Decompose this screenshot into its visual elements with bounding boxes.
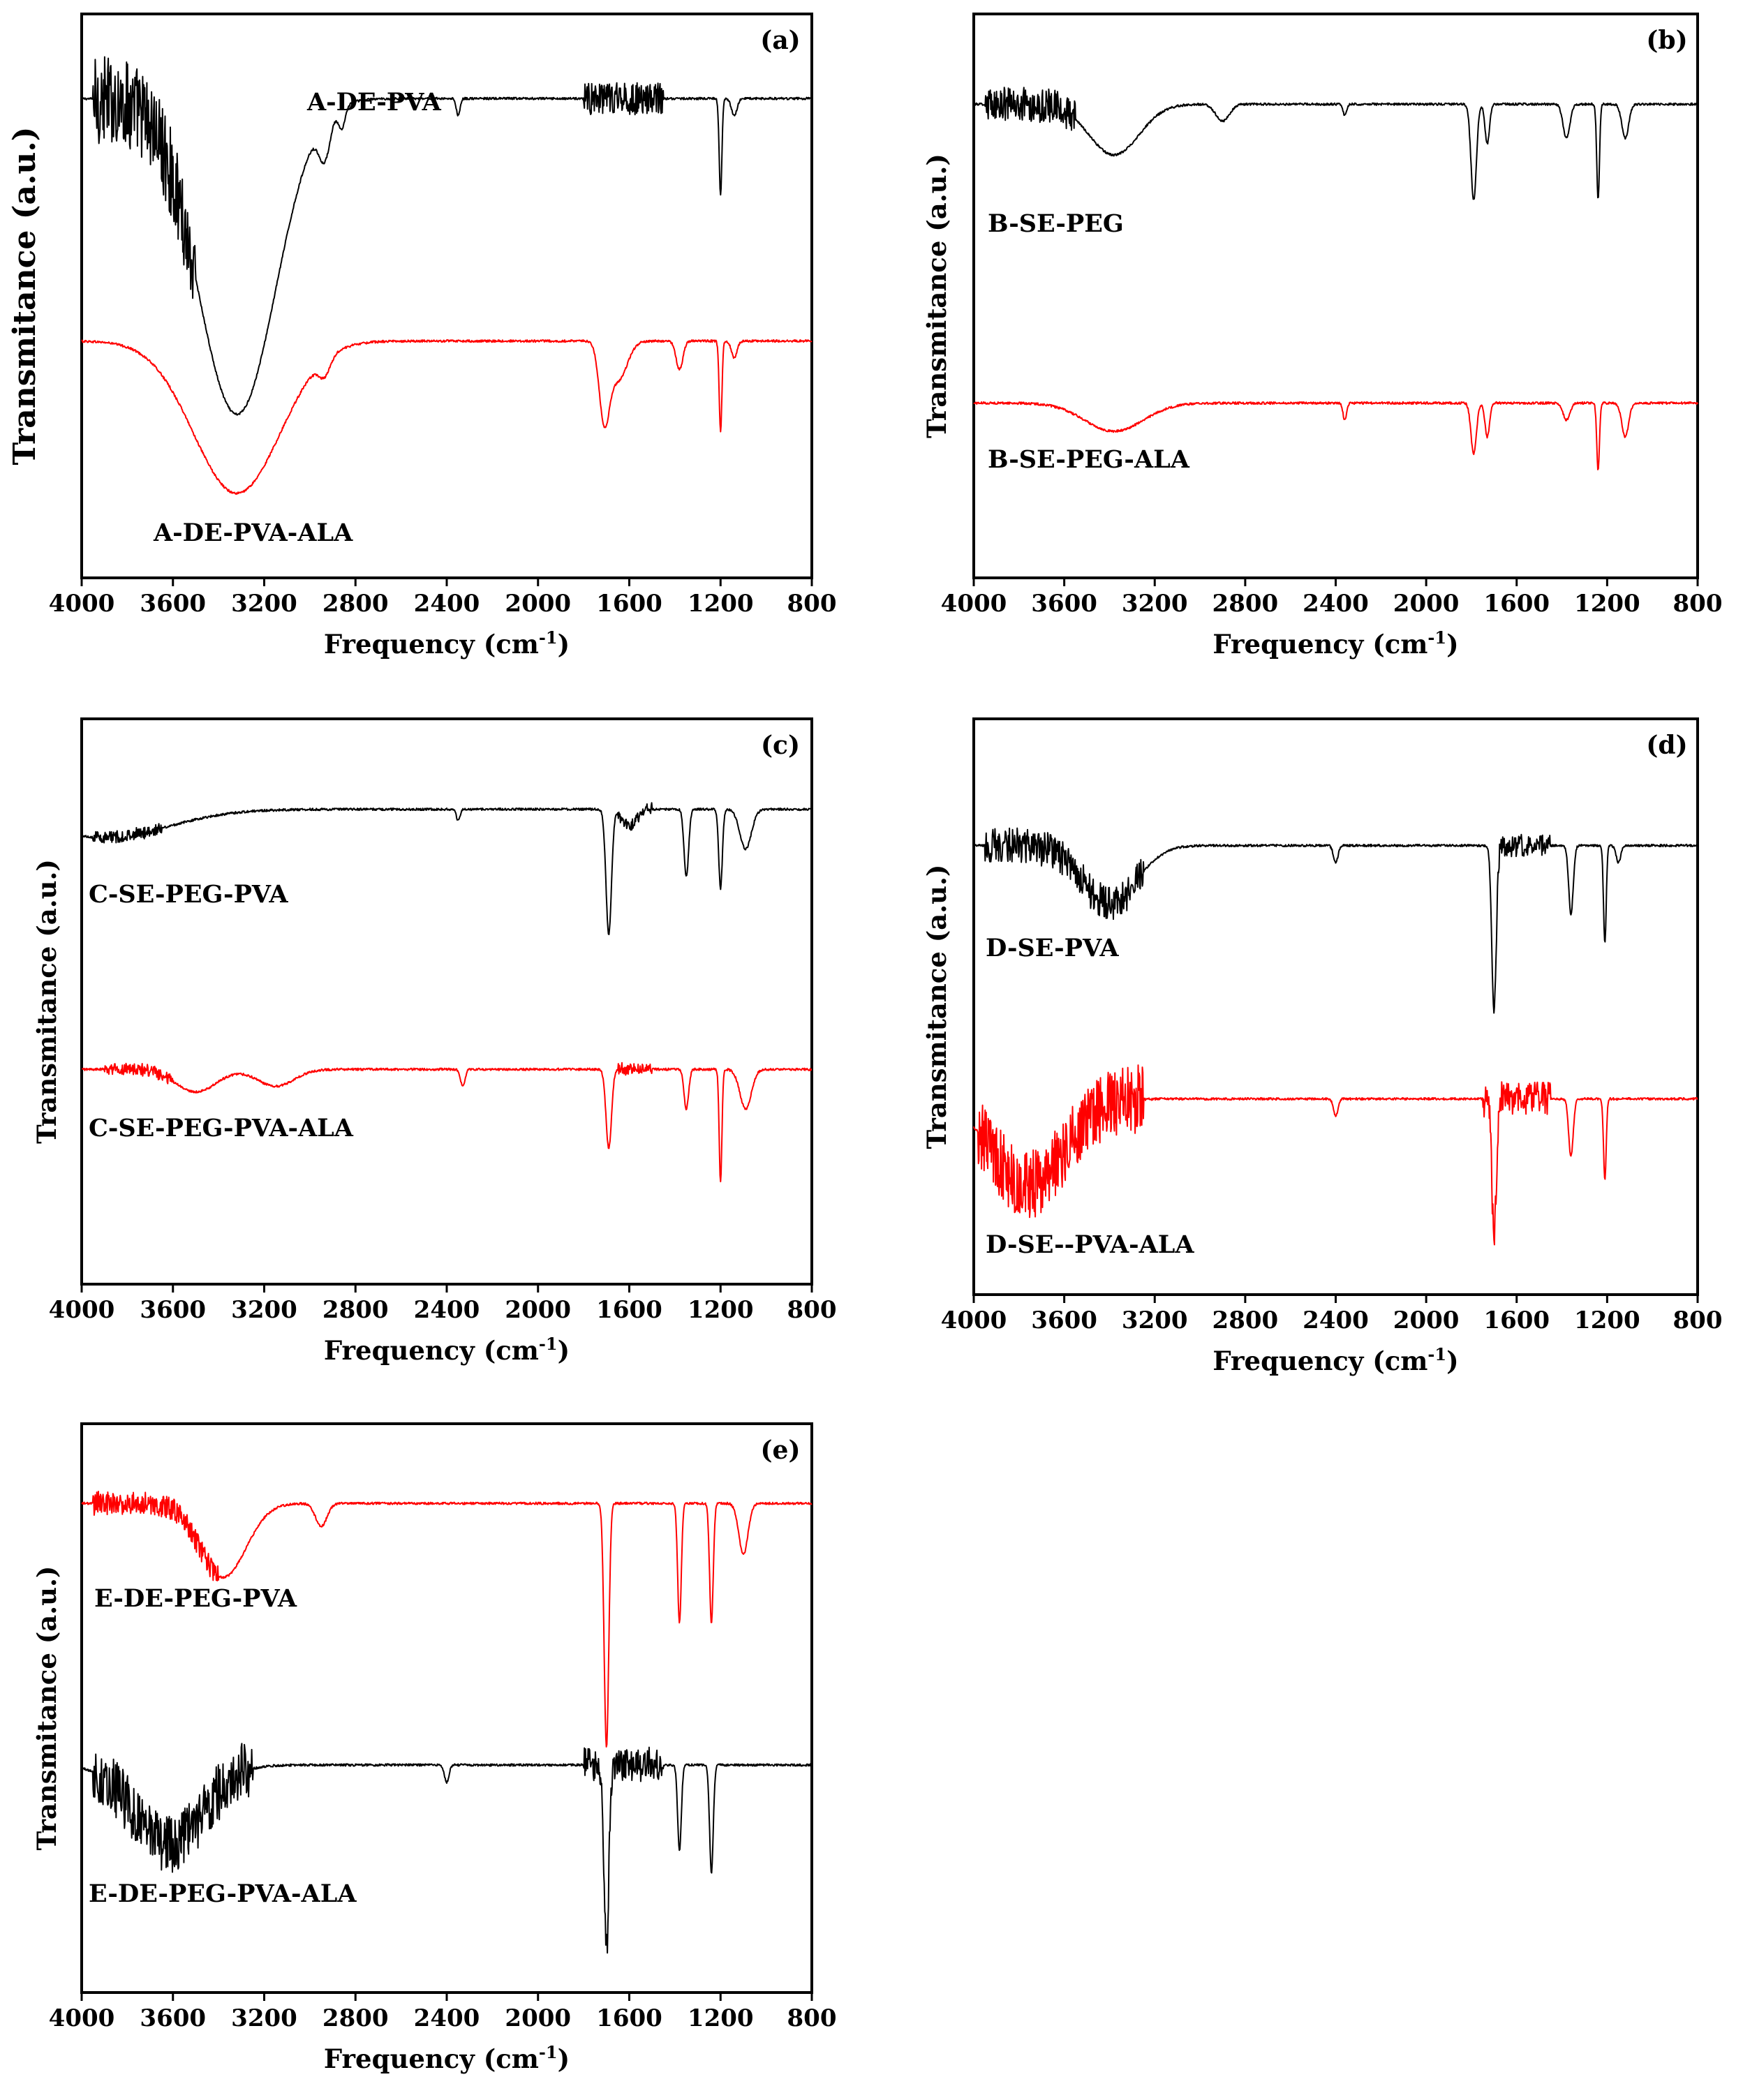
spectrum-line-2 <box>81 1743 813 1954</box>
series-label: C-SE-PEG-PVA <box>89 880 288 909</box>
ftir-panel-2: 4000 3600 3200 2800 2400 2000 1600 1200 800 Frequ… <box>921 13 1723 660</box>
panel-label: (a) <box>760 26 800 55</box>
panel-label: (c) <box>761 731 800 760</box>
x-tick-label: 2800 <box>1212 1306 1279 1334</box>
x-axis-label: Frequency (cm-1) <box>324 2042 570 2074</box>
panel-label: (d) <box>1646 731 1687 760</box>
x-tick-label: 3600 <box>1031 1306 1097 1334</box>
x-tick-label: 2800 <box>322 2004 389 2032</box>
ftir-panel-4: 4000 3600 3200 2800 2400 2000 1600 1200 800 Frequ… <box>921 717 1723 1376</box>
x-tick-label: 2400 <box>414 590 480 618</box>
spectrum-line-1 <box>81 56 813 416</box>
spectrum-line-1 <box>81 1491 813 1748</box>
x-axis-label: Frequency (cm-1) <box>1212 627 1458 660</box>
x-tick-label: 2000 <box>505 1296 571 1324</box>
x-tick-label: 2400 <box>414 1296 480 1324</box>
x-tick-label: 3200 <box>1122 1306 1188 1334</box>
x-tick-label: 3600 <box>140 2004 206 2032</box>
spectrum-line-2 <box>973 1064 1698 1246</box>
x-tick-label: 3200 <box>231 1296 297 1324</box>
y-axis-label: Transmitance (a.u.) <box>921 865 952 1149</box>
panel-label: (e) <box>761 1436 801 1465</box>
x-tick-label: 1200 <box>688 2004 754 2032</box>
x-tick-label: 4000 <box>941 590 1007 618</box>
x-tick-label: 3200 <box>231 2004 297 2032</box>
series-label: D-SE-PVA <box>986 934 1119 962</box>
x-tick-label: 2800 <box>322 590 389 618</box>
x-axis-label: Frequency (cm-1) <box>324 627 570 660</box>
x-tick-label: 2400 <box>1303 590 1369 618</box>
series-label: D-SE--PVA-ALA <box>986 1230 1194 1259</box>
plot-frame <box>972 717 1699 1296</box>
x-tick-label: 1600 <box>1483 1306 1550 1334</box>
series-label: B-SE-PEG-ALA <box>988 445 1190 474</box>
x-tick-label: 4000 <box>49 1296 115 1324</box>
spectrum-line-2 <box>81 1062 813 1183</box>
y-axis-label: Transmitance (a.u.) <box>31 859 62 1144</box>
x-tick-label: 1200 <box>1574 1306 1640 1334</box>
y-axis-label: Transmitance (a.u.) <box>7 127 43 466</box>
series-label: E-DE-PEG-PVA-ALA <box>89 1879 357 1908</box>
panel-label: (b) <box>1646 26 1687 55</box>
plot-frame <box>80 717 813 1286</box>
x-tick-label: 2000 <box>505 590 571 618</box>
x-tick-label: 800 <box>787 590 837 618</box>
series-label: A-DE-PVA-ALA <box>153 519 353 547</box>
ftir-panel-3: 4000 3600 3200 2800 2400 2000 1600 1200 800 Frequ… <box>31 717 837 1366</box>
x-tick-label: 1600 <box>596 2004 662 2032</box>
x-tick-label: 1200 <box>688 590 754 618</box>
x-tick-label: 4000 <box>941 1306 1007 1334</box>
ftir-panel-1: 4000 3600 3200 2800 2400 2000 1600 1200 800 Frequ… <box>7 13 837 660</box>
x-tick-label: 1600 <box>1483 590 1550 618</box>
x-axis-label: Frequency (cm-1) <box>324 1334 570 1366</box>
x-tick-label: 1600 <box>596 590 662 618</box>
spectrum-line-1 <box>973 87 1698 200</box>
spectrum-line-1 <box>973 827 1698 1014</box>
x-tick-label: 800 <box>1673 590 1723 618</box>
x-tick-label: 2400 <box>1303 1306 1369 1334</box>
x-tick-label: 3600 <box>1031 590 1097 618</box>
y-axis-label: Transmitance (a.u.) <box>921 154 952 438</box>
x-tick-label: 3600 <box>140 590 206 618</box>
x-tick-label: 3200 <box>1122 590 1188 618</box>
spectrum-line-1 <box>81 802 813 935</box>
x-tick-label: 2000 <box>1393 590 1460 618</box>
x-tick-label: 1200 <box>1574 590 1640 618</box>
spectrum-line-2 <box>81 339 813 496</box>
x-tick-label: 3600 <box>140 1296 206 1324</box>
x-tick-label: 4000 <box>49 590 115 618</box>
x-tick-label: 2000 <box>1393 1306 1460 1334</box>
y-axis-label: Transmitance (a.u.) <box>31 1566 62 1851</box>
x-tick-label: 3200 <box>231 590 297 618</box>
plot-frame <box>972 13 1699 579</box>
spectrum-line-2 <box>973 401 1698 470</box>
x-tick-label: 2800 <box>322 1296 389 1324</box>
x-tick-label: 2400 <box>414 2004 480 2032</box>
x-tick-label: 2800 <box>1212 590 1279 618</box>
x-tick-label: 1200 <box>688 1296 754 1324</box>
series-label: C-SE-PEG-PVA-ALA <box>89 1114 354 1142</box>
series-label: A-DE-PVA <box>306 88 442 117</box>
x-tick-label: 800 <box>1673 1306 1723 1334</box>
series-label: E-DE-PEG-PVA <box>94 1584 297 1613</box>
x-axis-label: Frequency (cm-1) <box>1212 1344 1458 1376</box>
x-tick-label: 800 <box>787 2004 837 2032</box>
x-tick-label: 800 <box>787 1296 837 1324</box>
ftir-panel-5: 4000 3600 3200 2800 2400 2000 1600 1200 800 Frequ… <box>31 1422 837 2074</box>
x-tick-label: 4000 <box>49 2004 115 2032</box>
x-tick-label: 1600 <box>596 1296 662 1324</box>
series-label: B-SE-PEG <box>988 209 1124 238</box>
x-tick-label: 2000 <box>505 2004 571 2032</box>
